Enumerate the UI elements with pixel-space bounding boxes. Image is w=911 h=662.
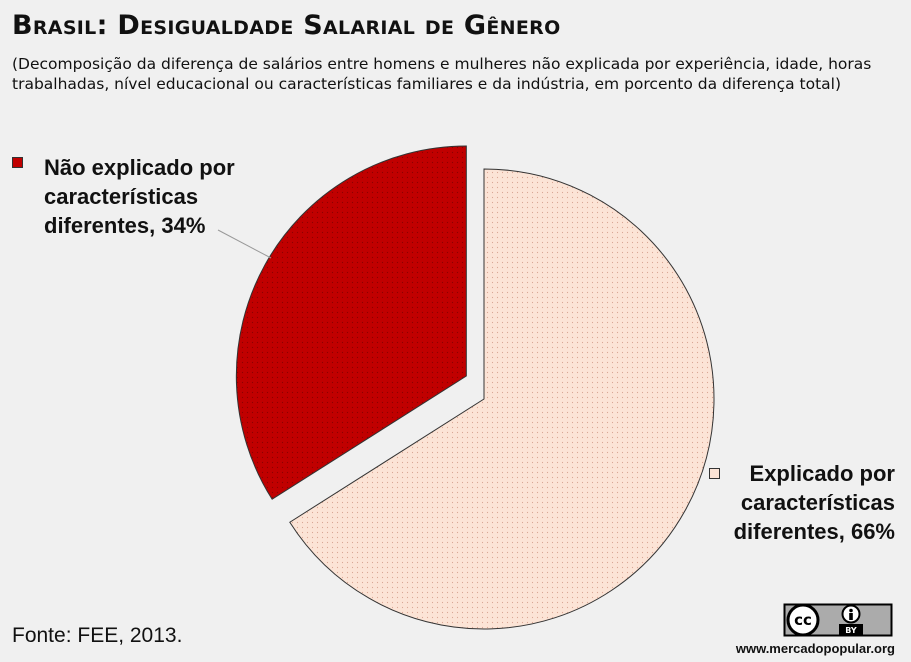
legend-marker-explained xyxy=(709,468,720,479)
slice-label-unexplained: Não explicado por características difere… xyxy=(44,155,235,238)
pie-slice-explained xyxy=(289,168,715,630)
source-note: Fonte: FEE, 2013. xyxy=(12,624,183,647)
chart-subtitle: (Decomposição da diferença de salários e… xyxy=(12,55,872,93)
slice-label-explained: Explicado por características diferentes… xyxy=(733,461,895,544)
cc-text: cc xyxy=(794,611,812,629)
cc-by-icon: cc BY xyxy=(783,603,893,637)
leader-line xyxy=(217,229,272,259)
legend-marker-unexplained xyxy=(12,157,23,168)
by-text: BY xyxy=(845,626,857,635)
website-url[interactable]: www.mercadopopular.org xyxy=(735,641,895,656)
chart-title: Brasil: Desigualdade Salarial de Gênero xyxy=(12,10,561,41)
pie-slice-unexplained xyxy=(235,145,467,500)
